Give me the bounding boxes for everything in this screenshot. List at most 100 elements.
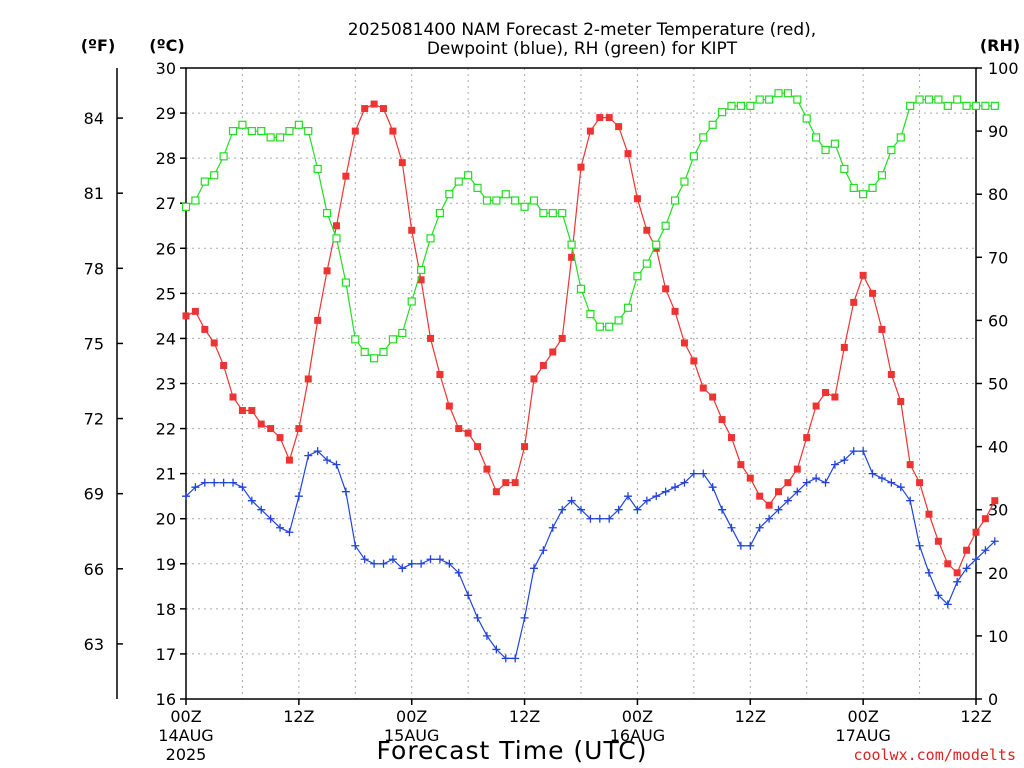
temperature-point — [765, 501, 773, 509]
dewpoint-point — [577, 505, 585, 514]
dewpoint-point — [266, 514, 275, 523]
temperature-point — [784, 479, 792, 487]
temperature-point — [220, 361, 228, 369]
rh-point — [774, 89, 783, 98]
temperature-point — [624, 150, 632, 158]
dewpoint-point — [388, 555, 397, 564]
rh-point — [868, 183, 877, 192]
temperature-point — [699, 384, 707, 392]
dewpoint-point — [501, 654, 510, 663]
rh-point — [849, 183, 858, 192]
rh-point — [830, 139, 840, 148]
temperature-point — [934, 537, 942, 545]
dewpoint-point — [915, 541, 924, 550]
dewpoint-point — [548, 523, 557, 532]
temperature-point — [709, 393, 717, 401]
dewpoint-point — [981, 546, 990, 555]
dewpoint-point — [605, 514, 614, 523]
dewpoint-point — [285, 528, 294, 537]
dewpoint-point — [671, 483, 680, 492]
rh-tick-label: 90 — [988, 122, 1008, 141]
temperature-point — [577, 163, 585, 171]
dewpoint-point — [332, 460, 341, 469]
temperature-point — [690, 357, 698, 365]
rh-point — [285, 126, 294, 136]
fahrenheit-tick-label: 78 — [84, 259, 104, 278]
dewpoint-point — [398, 564, 407, 573]
celsius-tick-label: 27 — [156, 194, 176, 213]
temperature-point — [605, 114, 613, 122]
dewpoint-point — [595, 514, 604, 523]
dewpoint-point — [529, 564, 538, 573]
rh-point — [360, 347, 369, 357]
fahrenheit-tick-label: 66 — [84, 560, 104, 579]
time-tick-label: 12Z — [509, 707, 540, 726]
dewpoint-point — [774, 505, 783, 514]
celsius-tick-label: 26 — [156, 239, 176, 258]
rh-tick-label: 100 — [988, 59, 1019, 78]
celsius-tick-label: 22 — [156, 420, 176, 439]
dewpoint-point — [464, 591, 473, 600]
rh-point — [435, 209, 445, 218]
dewpoint-point — [426, 555, 435, 564]
chart-title-line-2: Dewpoint (blue), RH (green) for KIPT — [427, 39, 738, 59]
rh-point — [859, 190, 868, 199]
rh-point — [228, 126, 238, 136]
date-tick-label: 16AUG — [610, 726, 665, 745]
rh-point — [793, 95, 802, 104]
rh-tick-label: 70 — [988, 248, 1008, 267]
dewpoint-point — [473, 613, 482, 622]
celsius-tick-label: 25 — [156, 284, 176, 303]
temperature-point — [408, 226, 416, 234]
x-axis-title: Forecast Time (UTC) — [377, 736, 648, 765]
rh-point — [812, 133, 821, 142]
temperature-point — [380, 105, 387, 113]
chart-title-line-1: 2025081400 NAM Forecast 2-meter Temperat… — [348, 20, 816, 40]
rh-point — [501, 190, 510, 199]
temperature-point — [276, 434, 284, 442]
rh-point — [633, 272, 642, 281]
rh-tick-label: 20 — [988, 564, 1008, 583]
dewpoint-point — [360, 555, 369, 564]
temperature-point — [944, 560, 952, 568]
rh-point — [369, 354, 379, 363]
dewpoint-point — [642, 496, 651, 505]
dewpoint-point — [736, 541, 745, 550]
temperature-point — [906, 461, 914, 469]
celsius-tick-label: 21 — [156, 465, 176, 484]
rh-point — [623, 303, 633, 312]
rh-point — [388, 335, 398, 344]
temperature-point — [869, 289, 877, 297]
time-tick-label: 12Z — [735, 707, 766, 726]
rh-point — [962, 101, 971, 110]
temperature-point — [822, 389, 830, 397]
rh-point — [971, 101, 981, 110]
date-tick-label: 15AUG — [384, 726, 439, 745]
time-tick-label: 12Z — [960, 707, 991, 726]
fahrenheit-tick-label: 84 — [84, 109, 104, 128]
dewpoint-point — [200, 478, 209, 487]
temperature-point — [803, 434, 811, 442]
temperature-point — [483, 465, 491, 473]
dewpoint-point — [699, 469, 708, 478]
celsius-tick-label: 17 — [156, 645, 176, 664]
dewpoint-point — [520, 613, 529, 622]
dewpoint-point — [304, 451, 313, 460]
dewpoint-point — [765, 514, 774, 523]
temperature-point — [615, 123, 623, 131]
celsius-tick-label: 20 — [156, 510, 176, 529]
rh-point — [595, 322, 604, 331]
rh-unit-label: (RH) — [980, 36, 1020, 55]
dewpoint-point — [990, 537, 999, 546]
fahrenheit-axis-ticks: 63 66 69 72 75 78 81 84 — [84, 109, 123, 654]
dewpoint-point — [247, 496, 256, 505]
dewpoint-point — [718, 505, 727, 514]
temperature-point — [539, 361, 547, 369]
temperature-point — [737, 461, 745, 469]
rh-point — [896, 133, 905, 142]
dewpoint-point — [962, 564, 971, 573]
temperature-point — [840, 343, 848, 351]
dewpoint-point — [906, 496, 915, 505]
dewpoint-point — [191, 483, 200, 492]
temperature-point — [916, 479, 924, 487]
